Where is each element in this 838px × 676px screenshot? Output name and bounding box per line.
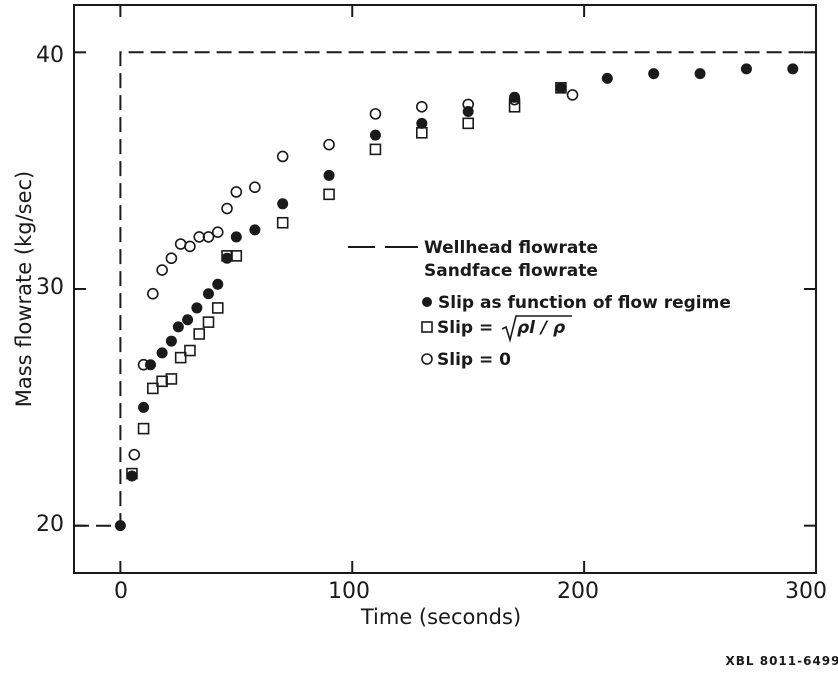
series-0-filled-circle-point-15 bbox=[323, 169, 335, 181]
series-2-open-circle-point-11 bbox=[230, 186, 243, 198]
series-0-filled-circle-point-12 bbox=[230, 231, 242, 243]
data-markers bbox=[114, 63, 799, 532]
y-tick-label-30: 30 bbox=[36, 275, 64, 300]
wellhead-flowrate-line bbox=[74, 51, 816, 527]
series-0-filled-circle-point-22 bbox=[648, 68, 660, 80]
series-2-open-circle-point-10 bbox=[221, 202, 233, 215]
x-tick-label-300: 300 bbox=[785, 579, 827, 604]
series-0-filled-circle-point-2 bbox=[138, 401, 150, 413]
x-tick-label-100: 100 bbox=[328, 579, 370, 604]
axis-ticks bbox=[74, 5, 817, 573]
series-0-filled-circle-point-20 bbox=[555, 82, 567, 94]
legend-open-circle-marker bbox=[421, 353, 433, 365]
series-1-open-square-point-15 bbox=[416, 127, 428, 139]
series-2-open-circle-point-13 bbox=[276, 150, 289, 163]
series-2-open-circle-point-14 bbox=[323, 138, 335, 151]
legend-open-square-marker bbox=[421, 321, 433, 333]
legend-slip-sqrt-formula: ρl / ρ bbox=[517, 318, 565, 338]
series-2-open-circle-point-15 bbox=[369, 108, 382, 120]
series-0-filled-circle-point-4 bbox=[156, 347, 168, 359]
series-0-filled-circle-point-10 bbox=[212, 278, 224, 290]
series-2-open-circle-point-2 bbox=[147, 287, 159, 300]
y-axis-label: Mass flowrate (kg/sec) bbox=[12, 171, 36, 408]
series-0-filled-circle-point-13 bbox=[249, 224, 261, 236]
series-2-open-circle-point-8 bbox=[202, 231, 215, 243]
series-0-filled-circle-point-0 bbox=[114, 520, 126, 532]
series-0-filled-circle-point-21 bbox=[601, 72, 613, 84]
series-2-open-circle-point-12 bbox=[249, 181, 261, 194]
series-2-open-circle-point-6 bbox=[184, 240, 196, 253]
series-1-open-square-point-18 bbox=[555, 82, 567, 94]
series-0-filled-circle-point-9 bbox=[202, 288, 214, 300]
series-2-open-circle-point-3 bbox=[156, 264, 168, 276]
legend: Wellhead flowrate Sandface flowrate Slip… bbox=[348, 238, 731, 370]
x-axis-label: Time (seconds) bbox=[360, 605, 521, 629]
series-2-open-circle-point-1 bbox=[137, 358, 150, 371]
series-0-filled-circle-point-23 bbox=[694, 68, 706, 80]
series-1-open-square-point-8 bbox=[202, 316, 215, 328]
series-0-filled-circle-point-14 bbox=[277, 198, 289, 210]
plot-frame bbox=[73, 4, 817, 574]
series-1-open-square-point-11 bbox=[230, 250, 243, 262]
series-2-open-circle-point-19 bbox=[566, 89, 579, 101]
series-1-open-square-point-7 bbox=[193, 328, 206, 340]
series-0-filled-circle-point-5 bbox=[165, 335, 177, 347]
legend-slip-sqrt-label: Slip = bbox=[437, 318, 493, 338]
series-0-filled-circle-point-8 bbox=[191, 302, 203, 314]
series-0-filled-circle-point-16 bbox=[369, 129, 381, 141]
y-tick-labels: 20 30 40 bbox=[36, 43, 64, 537]
series-1-open-square-point-2 bbox=[147, 382, 159, 395]
series-1-open-square-point-9 bbox=[211, 302, 224, 314]
legend-slip-regime-label: Slip as function of flow regime bbox=[438, 293, 731, 313]
series-0-filled-circle-point-25 bbox=[787, 63, 799, 75]
x-tick-label-0: 0 bbox=[114, 579, 128, 604]
series-1-open-square-point-6 bbox=[184, 344, 196, 357]
series-2-open-circle-point-18 bbox=[508, 93, 521, 106]
series-1-open-square-point-1 bbox=[137, 422, 150, 435]
y-tick-label-20: 20 bbox=[36, 512, 64, 537]
x-tick-label-200: 200 bbox=[557, 579, 599, 604]
series-0-filled-circle-point-24 bbox=[740, 63, 752, 75]
series-1-open-square-point-0 bbox=[126, 467, 138, 480]
series-1-open-square-point-4 bbox=[165, 373, 178, 385]
series-2-open-circle-point-4 bbox=[165, 252, 178, 265]
series-2-open-circle-point-17 bbox=[462, 98, 474, 111]
y-tick-label-40: 40 bbox=[36, 43, 64, 68]
series-2-open-circle-point-16 bbox=[416, 100, 428, 113]
legend-subtitle: Sandface flowrate bbox=[424, 261, 598, 281]
figure-code: XBL 8011-6499 bbox=[726, 654, 838, 668]
legend-wellhead-label: Wellhead flowrate bbox=[424, 238, 598, 258]
series-2-open-circle-point-5 bbox=[174, 238, 187, 250]
series-0-filled-circle-point-1 bbox=[126, 470, 138, 482]
x-tick-labels: 0 100 200 300 bbox=[114, 579, 827, 604]
series-1-open-square-point-13 bbox=[323, 188, 335, 201]
series-1-open-square-point-17 bbox=[508, 100, 521, 113]
legend-slip-zero-label: Slip = 0 bbox=[437, 350, 511, 370]
series-2-open-circle-point-9 bbox=[211, 226, 224, 238]
series-0-filled-circle-point-17 bbox=[416, 117, 428, 129]
sqrt-radical-sign bbox=[501, 315, 572, 343]
series-1-open-square-point-14 bbox=[369, 143, 382, 156]
series-1-open-square-point-16 bbox=[462, 117, 474, 130]
series-1-open-square-point-5 bbox=[174, 351, 187, 364]
series-0-filled-circle-point-6 bbox=[172, 321, 184, 333]
legend-filled-circle-marker bbox=[422, 297, 432, 307]
series-1-open-square-point-12 bbox=[276, 216, 289, 229]
series-2-open-circle-point-0 bbox=[128, 448, 141, 461]
series-0-filled-circle-point-19 bbox=[509, 91, 521, 103]
series-0-filled-circle-point-7 bbox=[182, 314, 194, 326]
